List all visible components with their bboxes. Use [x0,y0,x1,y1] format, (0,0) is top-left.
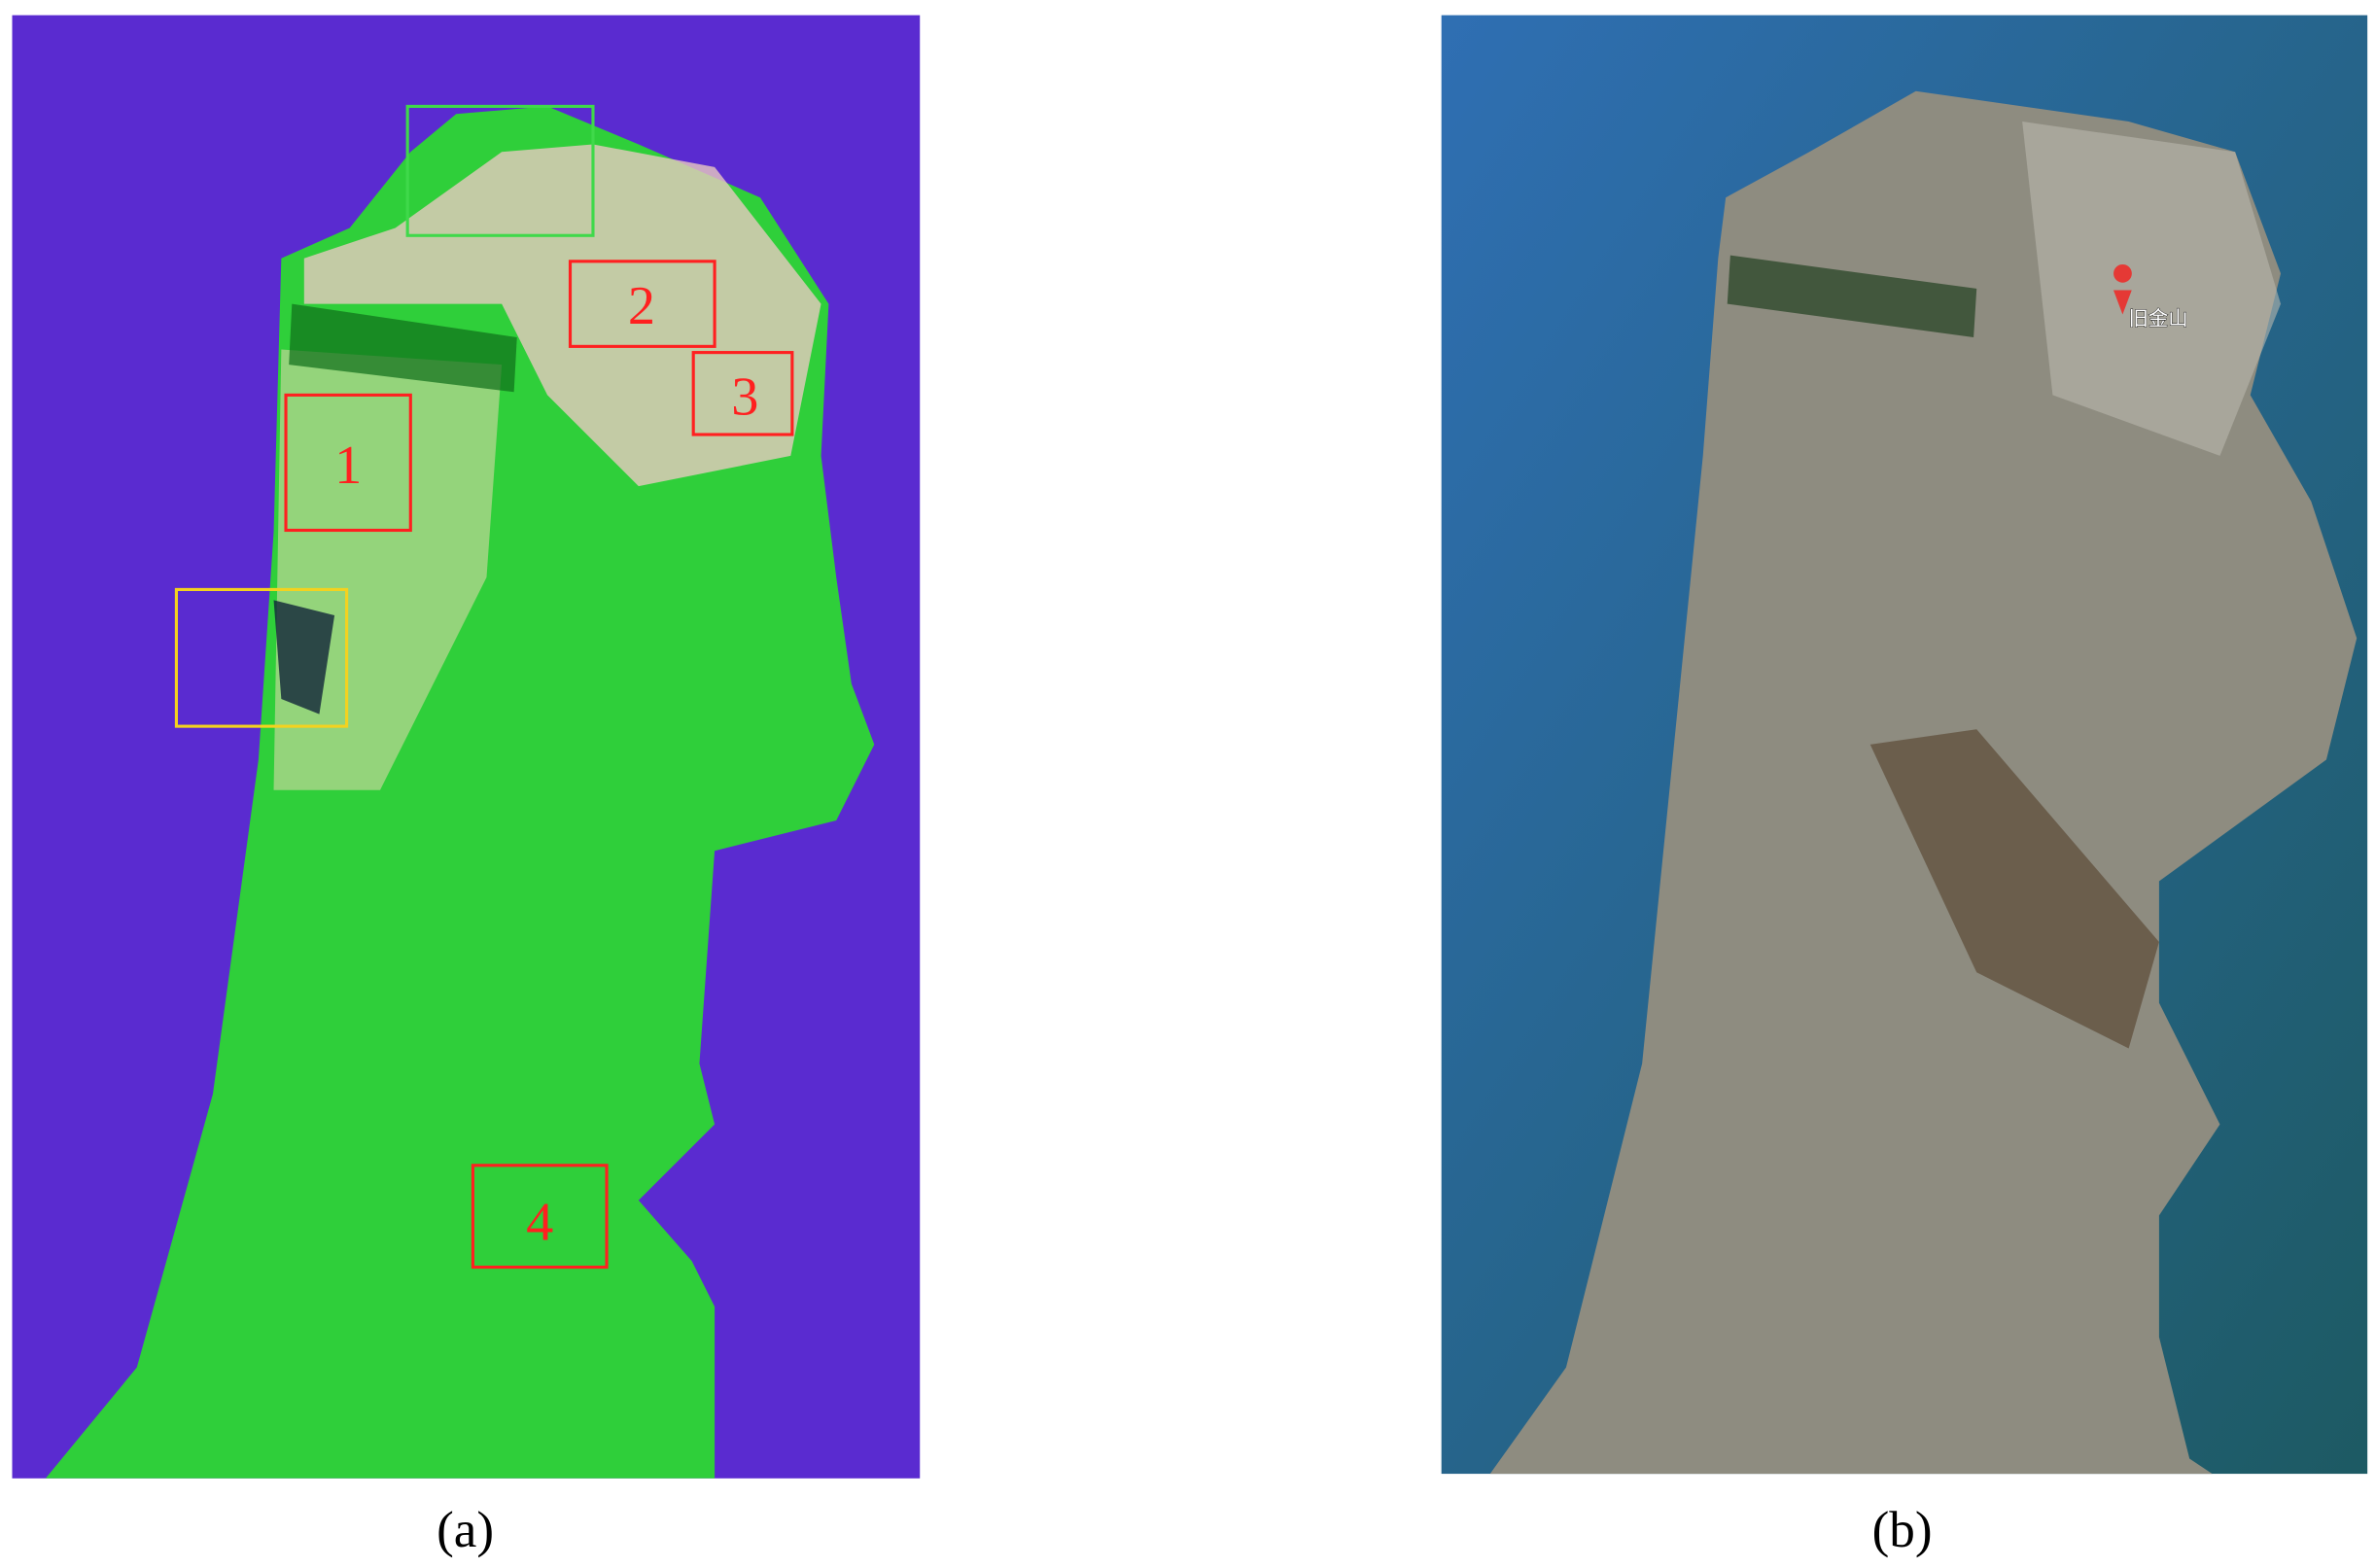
caption: (a) [437,1502,494,1558]
region-box [691,351,794,436]
lake [273,600,335,714]
region-label: 4 [526,1192,553,1252]
urban-area [273,349,503,790]
park [289,303,517,393]
region-box [284,393,412,533]
downtown [2022,122,2282,456]
yellow-box [174,587,349,728]
map-pin [2113,263,2132,315]
region-label: 2 [628,276,655,336]
region-label: 3 [731,367,758,428]
green-box [405,104,595,237]
caption: (b) [1872,1502,1933,1558]
panel-b: 旧金山 (b) [1441,15,2368,1558]
hills [1869,729,2159,1049]
region-label: 1 [334,436,362,496]
park [1727,255,1977,337]
region-box [471,1164,609,1270]
panel-a: 1 2 3 4 (a) [12,15,921,1558]
region-box [568,260,716,348]
place-label: 旧金山 [2129,306,2188,330]
